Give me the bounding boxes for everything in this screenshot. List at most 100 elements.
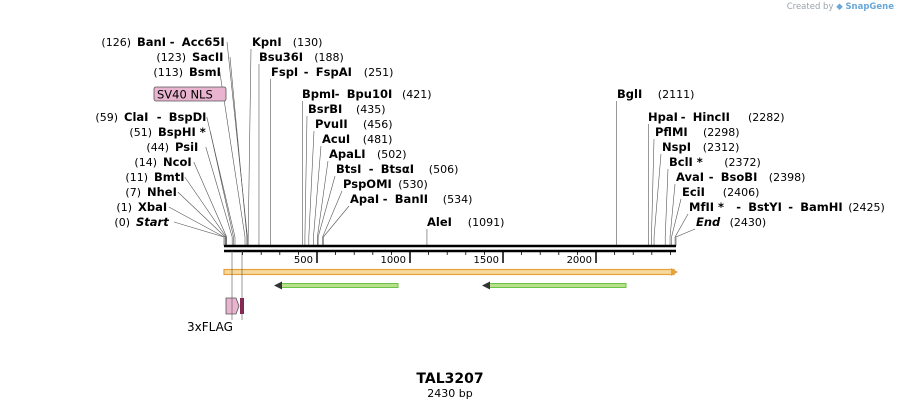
arrow-left-icon	[274, 281, 282, 290]
leader-line	[177, 191, 226, 246]
leader-line	[664, 168, 669, 246]
site-bcli[interactable]: BclI * (2372)	[669, 155, 761, 169]
site-fspi[interactable]: FspI - FspAI (251)	[271, 65, 393, 79]
ruler-tick-label: 2000	[567, 255, 592, 266]
site-apai[interactable]: ApaI - BanII (534)	[350, 192, 472, 206]
site-pvuii[interactable]: PvuII (456)	[315, 117, 393, 131]
enzyme-name: FspAI	[316, 65, 352, 79]
enzyme-name: BamHI	[800, 200, 842, 214]
site-position-label: (2398)	[769, 171, 806, 184]
site-position-label: (421)	[402, 88, 432, 101]
enzyme-name: KpnI	[252, 35, 282, 49]
enzyme-name: Bsu36I	[259, 50, 303, 64]
site-separator: -	[788, 200, 793, 214]
site-separator: -	[157, 110, 162, 124]
leader-line	[184, 176, 227, 246]
ruler-tick-label: 1500	[474, 255, 499, 266]
plasmid-size: 2430 bp	[427, 387, 472, 400]
site-position-label: (435)	[356, 103, 386, 116]
leader-line	[205, 146, 233, 246]
site-bmti[interactable]: (11) BmtI	[125, 170, 184, 184]
site-position-label: (126)	[101, 36, 131, 49]
site-nspi[interactable]: NspI (2312)	[662, 140, 739, 154]
site-position-label: (14)	[134, 156, 157, 169]
plasmid-name: TAL3207	[416, 371, 483, 387]
green-arrow-2[interactable]	[482, 281, 627, 290]
site-separator: -	[681, 110, 686, 124]
site-separator: -	[736, 200, 741, 214]
site-position-label: (1091)	[468, 216, 505, 229]
enzyme-name: MfII *	[689, 200, 724, 214]
snapgene-credit: Created by ◆ SnapGene	[787, 2, 894, 12]
site-bsrbi[interactable]: BsrBI (435)	[308, 102, 386, 116]
site-bsmi[interactable]: (113) BsmI	[153, 65, 220, 79]
leader-line	[653, 153, 662, 246]
ruler-tick-label: 1000	[381, 255, 406, 266]
site-nhei[interactable]: (7) NheI	[125, 185, 176, 199]
enzyme-name: BstYI	[748, 200, 782, 214]
site-end[interactable]: End (2430)	[696, 215, 766, 229]
site-acui[interactable]: AcuI (481)	[322, 132, 392, 146]
site-separator: -	[170, 35, 175, 49]
site-position-label: (2406)	[723, 186, 760, 199]
site-bsphi[interactable]: (51) BspHI *	[129, 125, 205, 139]
site-pflmi[interactable]: PflMI (2298)	[655, 125, 740, 139]
enzyme-name: NheI	[147, 185, 177, 199]
enzyme-name: PflMI	[655, 125, 688, 139]
enzyme-name: SacII	[192, 50, 223, 64]
site-position-label: (2111)	[658, 88, 695, 101]
enzyme-name: HincII	[693, 110, 730, 124]
site-position-label: (130)	[293, 36, 323, 49]
site-sacii[interactable]: (123) SacII	[156, 50, 223, 64]
green-arrow-1[interactable]	[274, 281, 399, 290]
leader-line	[313, 145, 322, 246]
orf-bar[interactable]	[223, 268, 678, 276]
site-mfii[interactable]: MfII * - BstYI - BamHI (2425)	[689, 200, 885, 214]
leader-line	[317, 175, 336, 246]
ruler: 500 1000 1500 2000	[242, 251, 671, 266]
site-avai[interactable]: AvaI - BsoBI (2398)	[676, 170, 805, 184]
site-bani[interactable]: (126) BanI - Acc65I	[101, 35, 224, 49]
site-position-label: (0)	[114, 216, 130, 229]
site-clai[interactable]: (59) ClaI - BspDI	[95, 110, 206, 124]
enzyme-name: AleI	[427, 215, 452, 229]
site-bgli[interactable]: BglI (2111)	[617, 87, 694, 101]
leader-line	[219, 71, 246, 246]
enzyme-name: BglI	[617, 87, 642, 101]
site-position-label: (51)	[129, 126, 152, 139]
site-hpai[interactable]: HpaI - HincII (2282)	[648, 110, 785, 124]
enzyme-name: End	[696, 215, 721, 229]
site-position-label: (44)	[146, 141, 169, 154]
site-position-label: (59)	[95, 111, 118, 124]
site-position-label: (2282)	[748, 111, 785, 124]
leader-line	[651, 138, 655, 246]
enzyme-name: Acc65I	[182, 35, 225, 49]
site-start[interactable]: (0) Start	[114, 215, 169, 229]
site-apali[interactable]: ApaLI (502)	[329, 147, 407, 161]
enzyme-name: ApaI	[350, 192, 379, 206]
arrow-left-icon	[482, 281, 490, 290]
site-pspomi[interactable]: PspOMI (530)	[343, 177, 428, 191]
sv40-nls-feature-label[interactable]: SV40 NLS	[153, 86, 227, 102]
site-kpni[interactable]: KpnI (130)	[252, 35, 322, 49]
leader-line	[229, 56, 248, 246]
site-xbai[interactable]: (1) XbaI	[116, 200, 167, 214]
3xflag-feature[interactable]	[225, 251, 244, 320]
snapgene-logo-icon: ◆	[836, 2, 843, 12]
site-ncoi[interactable]: (14) NcoI	[134, 155, 191, 169]
site-ecii[interactable]: EciI (2406)	[682, 185, 759, 199]
leader-line	[226, 41, 248, 246]
enzyme-name: BtsI	[336, 162, 361, 176]
site-alei[interactable]: AleI (1091)	[427, 215, 504, 229]
leader-line	[247, 48, 252, 246]
site-bpmi[interactable]: BpmI - Bpu10I (421)	[302, 87, 432, 101]
site-bsu36i[interactable]: Bsu36I (188)	[259, 50, 344, 64]
site-btsi[interactable]: BtsI - BtsαI (506)	[336, 162, 458, 176]
enzyme-name: Start	[136, 215, 169, 229]
site-separator: -	[709, 170, 714, 184]
enzyme-name: BanII	[395, 192, 428, 206]
site-position-label: (2430)	[730, 216, 767, 229]
backbone	[224, 244, 676, 253]
site-psii[interactable]: (44) PsiI	[146, 140, 198, 154]
